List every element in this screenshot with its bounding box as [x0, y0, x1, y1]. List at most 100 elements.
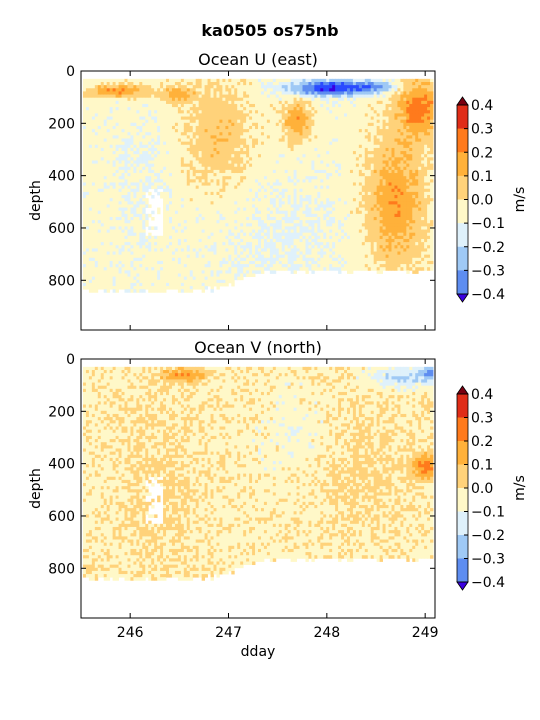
heatmap-cell — [94, 122, 99, 127]
heatmap-cell — [100, 179, 105, 183]
heatmap-cell — [82, 204, 87, 208]
heatmap-cell — [192, 176, 197, 180]
heatmap-cell — [228, 216, 232, 221]
heatmap-cell — [213, 201, 217, 205]
heatmap-cell — [154, 147, 158, 152]
heatmap-cell — [139, 113, 143, 117]
heatmap-cell — [204, 191, 208, 196]
heatmap-cell — [157, 173, 161, 177]
heatmap-cell — [85, 141, 90, 146]
heatmap-cell — [127, 201, 131, 205]
heatmap-cell — [284, 119, 289, 124]
heatmap-cell — [201, 229, 205, 234]
heatmap-cell — [163, 110, 167, 114]
heatmap-cell — [103, 85, 108, 89]
heatmap-cell — [222, 257, 226, 262]
heatmap-cell — [139, 276, 143, 281]
heatmap-cell — [130, 251, 134, 256]
heatmap-cell — [115, 201, 119, 205]
heatmap-cell — [189, 169, 194, 174]
heatmap-cell — [118, 282, 122, 287]
heatmap-cell — [121, 169, 125, 174]
heatmap-cell — [88, 245, 93, 249]
heatmap-cell — [237, 223, 241, 227]
heatmap-cell — [258, 88, 262, 92]
heatmap-cell — [88, 91, 93, 95]
heatmap-cell — [299, 242, 303, 246]
heatmap-cell — [148, 85, 152, 89]
heatmap-cell — [231, 270, 235, 274]
heatmap-cell — [180, 176, 185, 180]
heatmap-cell — [195, 248, 200, 252]
heatmap-cell — [85, 235, 90, 240]
heatmap-cell — [169, 141, 173, 146]
heatmap-cell — [166, 147, 170, 152]
heatmap-cell — [136, 163, 140, 168]
heatmap-cell — [106, 216, 111, 221]
heatmap-cell — [308, 157, 312, 161]
heatmap-cell — [192, 276, 197, 281]
heatmap-cell — [151, 176, 155, 180]
heatmap-cell — [189, 129, 194, 133]
heatmap-cell — [189, 229, 194, 234]
heatmap-cell — [278, 210, 283, 215]
heatmap-cell — [198, 264, 203, 268]
heatmap-cell — [97, 198, 102, 202]
heatmap-cell — [305, 81, 309, 86]
heatmap-cell — [103, 176, 108, 180]
heatmap-cell — [142, 273, 146, 278]
heatmap-cell — [151, 157, 155, 161]
heatmap-cell — [169, 226, 173, 230]
heatmap-cell — [275, 201, 280, 205]
heatmap-cell — [237, 94, 241, 99]
heatmap-cell — [130, 97, 134, 102]
heatmap-cell — [240, 185, 244, 190]
heatmap-cell — [195, 141, 200, 146]
heatmap-cell — [246, 185, 250, 190]
heatmap-cell — [171, 210, 176, 215]
heatmap-cell — [115, 163, 119, 168]
heatmap-cell — [228, 235, 232, 240]
heatmap-cell — [255, 216, 259, 221]
heatmap-cell — [103, 125, 108, 130]
heatmap-cell — [252, 270, 256, 274]
heatmap-cell — [240, 135, 244, 139]
heatmap-cell — [127, 242, 131, 246]
heatmap-cell — [192, 257, 197, 262]
heatmap-cell — [97, 81, 102, 86]
heatmap-cell — [195, 144, 200, 149]
heatmap-cell — [231, 97, 235, 102]
heatmap-cell — [163, 188, 167, 193]
heatmap-cell — [305, 129, 309, 133]
heatmap-cell — [290, 132, 294, 136]
heatmap-cell — [228, 238, 232, 243]
heatmap-cell — [260, 88, 265, 92]
heatmap-cell — [237, 85, 241, 89]
heatmap-cell — [151, 163, 155, 168]
heatmap-cell — [246, 141, 250, 146]
heatmap-cell — [180, 81, 185, 86]
heatmap-cell — [263, 147, 268, 152]
heatmap-cell — [302, 78, 306, 83]
heatmap-cell — [115, 173, 119, 177]
heatmap-cell — [183, 213, 188, 218]
heatmap-cell — [145, 116, 149, 121]
heatmap-cell — [246, 157, 250, 161]
heatmap-cell — [269, 195, 274, 199]
heatmap-cell — [243, 129, 247, 133]
heatmap-cell — [148, 286, 152, 290]
heatmap-cell — [85, 248, 90, 252]
heatmap-cell — [133, 276, 137, 281]
heatmap-cell — [204, 264, 208, 268]
heatmap-cell — [252, 135, 256, 139]
heatmap-cell — [308, 257, 312, 262]
heatmap-cell — [284, 97, 289, 102]
heatmap-cell — [246, 235, 250, 240]
heatmap-cell — [189, 235, 194, 240]
heatmap-cell — [293, 226, 297, 230]
heatmap-cell — [219, 88, 223, 92]
heatmap-cell — [169, 248, 173, 252]
heatmap-cell — [263, 88, 268, 92]
heatmap-cell — [269, 147, 274, 152]
heatmap-cell — [103, 147, 108, 152]
